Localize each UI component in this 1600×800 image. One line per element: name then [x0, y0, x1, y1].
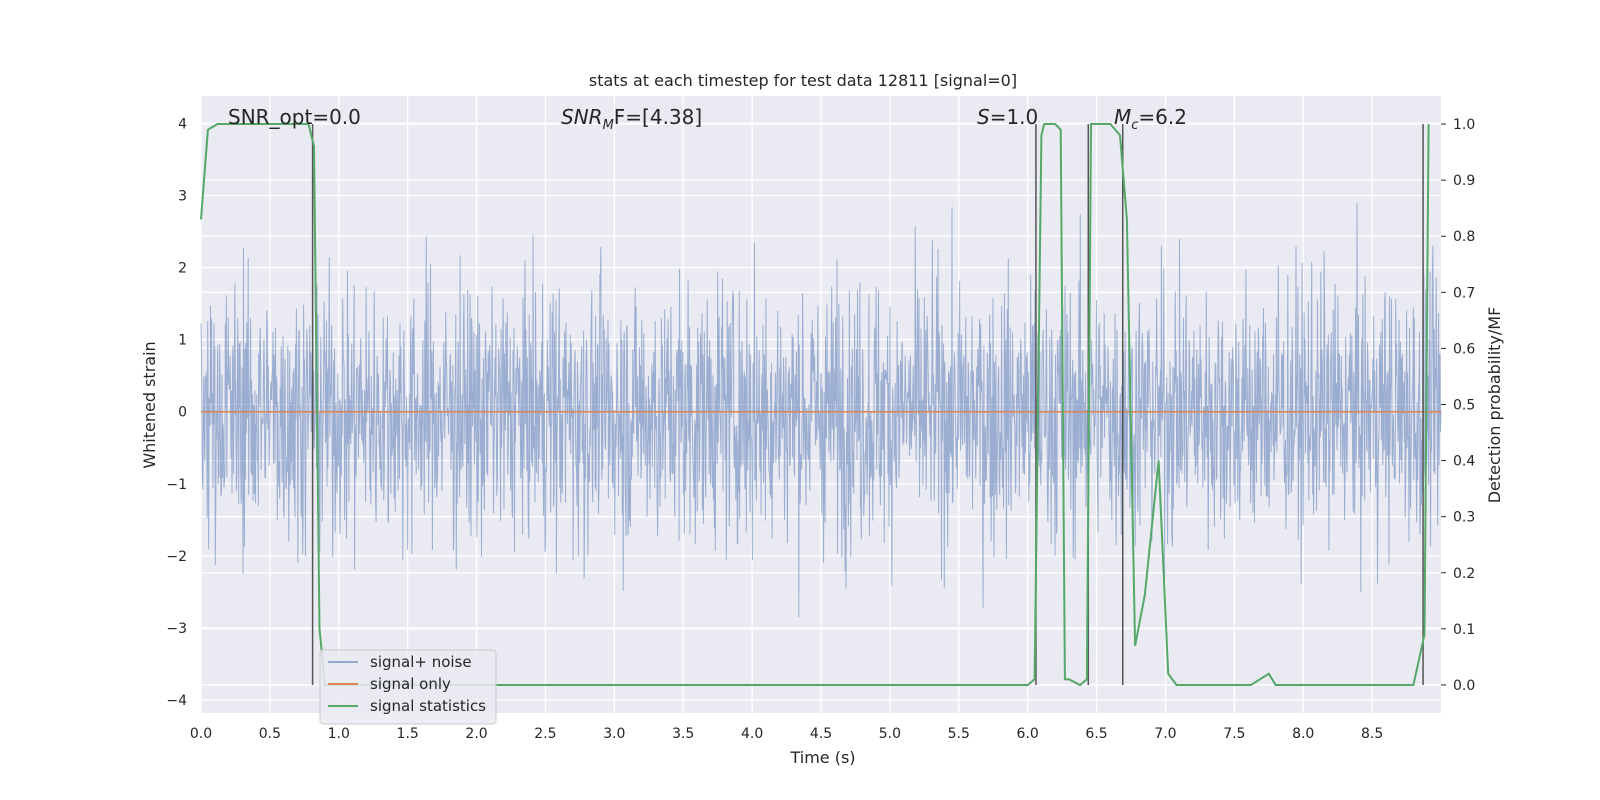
mc-subscript: c	[1131, 118, 1138, 133]
x-tick-label: 2.5	[534, 726, 556, 742]
y-right-tick-label: 0.6	[1453, 341, 1475, 357]
y-left-tick-label: 4	[178, 116, 187, 132]
y-left-tick-label: −2	[166, 549, 187, 565]
x-tick-label: 2.0	[465, 726, 487, 742]
legend-box	[319, 649, 497, 725]
annotation-snr-opt: SNR_opt=0.0	[228, 105, 361, 129]
y-left-tick-label: −3	[166, 621, 187, 637]
chart-title: stats at each timestep for test data 128…	[589, 71, 1017, 90]
series-layer	[200, 123, 1442, 687]
y-right-tick-label: 0.8	[1453, 229, 1475, 245]
x-tick-label: 8.0	[1292, 726, 1314, 742]
y-left-axis-ticks: −4 −3 −2 −1 0 1 2 3 4	[166, 116, 187, 709]
series-signal-statistics	[200, 123, 1430, 687]
y-left-tick-label: 2	[178, 261, 187, 277]
mc-variable: M	[1114, 105, 1131, 129]
x-tick-label: 3.0	[603, 726, 625, 742]
x-tick-label: 1.0	[328, 726, 350, 742]
y-right-tick-label: 0.9	[1453, 173, 1475, 189]
y-right-tick-label: 0.3	[1453, 510, 1475, 526]
x-axis-label: Time (s)	[789, 748, 855, 767]
x-tick-label: 5.0	[879, 726, 901, 742]
x-tick-label: 6.5	[1085, 726, 1107, 742]
y-right-tick-label: 1.0	[1453, 117, 1475, 133]
legend-label-statistics: signal statistics	[370, 697, 486, 715]
x-tick-label: 1.5	[397, 726, 419, 742]
y-right-tick-label: 0.1	[1453, 622, 1475, 638]
s-value: =1.0	[990, 105, 1039, 129]
y-left-tick-label: −4	[166, 693, 187, 709]
x-tick-label: 7.5	[1223, 726, 1245, 742]
y-right-tick-label: 0.7	[1453, 285, 1475, 301]
snr-mf-prefix: SNR	[561, 105, 603, 129]
snr-mf-suffix: F=[4.38]	[614, 105, 702, 129]
x-axis-ticks: 0.0 0.5 1.0 1.5 2.0 2.5 3.0 3.5 4.0 4.5 5.0 5.5 6.0 6…	[190, 726, 1383, 742]
x-tick-label: 7.0	[1154, 726, 1176, 742]
y-left-tick-label: 0	[178, 405, 187, 421]
snr-mf-subscript: M	[603, 118, 614, 133]
x-tick-label: 0.5	[259, 726, 281, 742]
annotation-s: S=1.0	[977, 105, 1038, 129]
x-tick-label: 0.0	[190, 726, 212, 742]
legend: signal+ noise signal only signal statist…	[319, 649, 497, 725]
y-right-axis-ticks: 0.0 0.1 0.2 0.3 0.4 0.5 0.6 0.7 0.8 0.9 1.0	[1441, 117, 1475, 694]
y-left-tick-label: 1	[178, 333, 187, 349]
y-right-tick-label: 0.4	[1453, 454, 1475, 470]
legend-label-noise: signal+ noise	[370, 653, 472, 671]
mc-value: =6.2	[1138, 105, 1187, 129]
y-left-tick-label: −1	[166, 477, 187, 493]
x-tick-label: 5.5	[948, 726, 970, 742]
x-tick-label: 4.0	[741, 726, 763, 742]
y-right-tick-label: 0.5	[1453, 398, 1475, 414]
y-right-tick-label: 0.2	[1453, 566, 1475, 582]
x-tick-label: 4.5	[810, 726, 832, 742]
s-variable: S	[977, 105, 990, 129]
series-signal-noise	[200, 203, 1442, 618]
annotation-snr-mf: SNRMF=[4.38]	[561, 105, 702, 133]
y-right-axis-label: Detection probability/MF	[1485, 307, 1504, 504]
annotations: SNR_opt=0.0 SNRMF=[4.38] S=1.0 Mc=6.2	[228, 105, 1187, 133]
x-tick-label: 6.0	[1017, 726, 1039, 742]
annotation-mc: Mc=6.2	[1114, 105, 1187, 133]
legend-label-signal: signal only	[370, 675, 451, 693]
y-left-tick-label: 3	[178, 188, 187, 204]
y-left-axis-label: Whitened strain	[140, 341, 159, 468]
y-right-tick-label: 0.0	[1453, 678, 1475, 694]
x-tick-label: 3.5	[672, 726, 694, 742]
x-tick-label: 8.5	[1361, 726, 1383, 742]
